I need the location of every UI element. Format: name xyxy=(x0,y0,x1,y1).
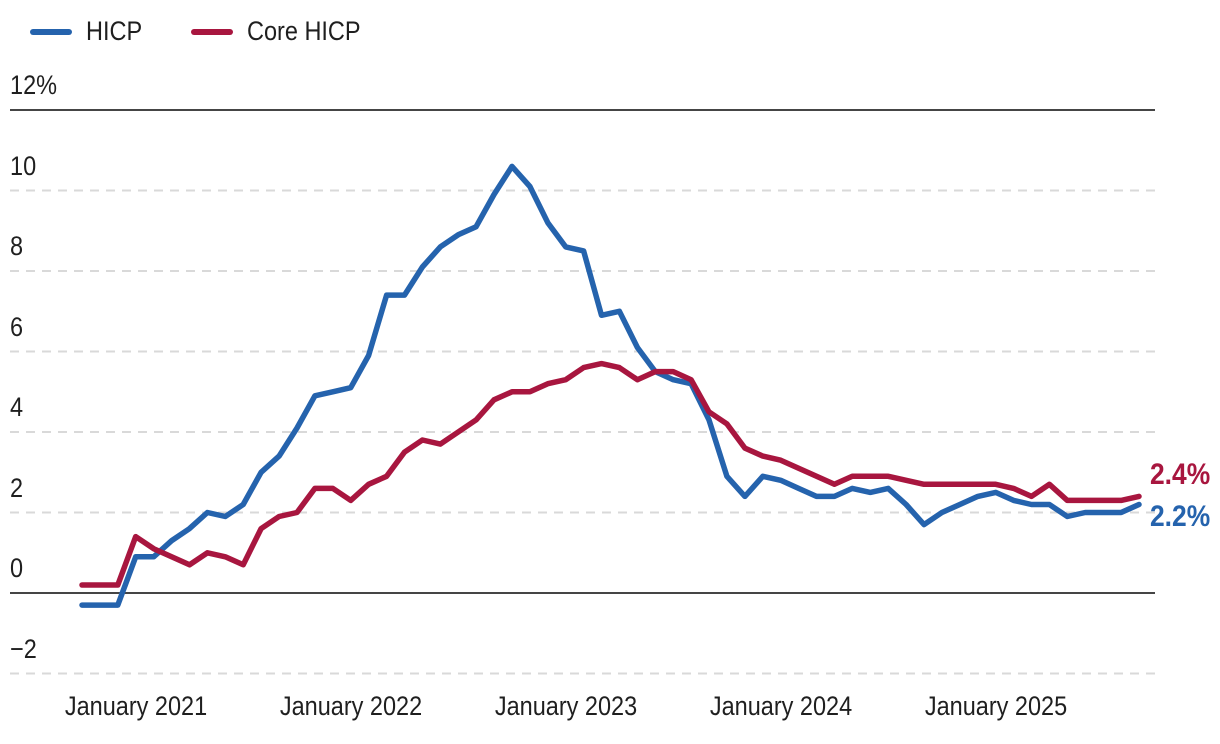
series-end-label-hicp: 2.2% xyxy=(1150,500,1211,533)
series-end-label-core-hicp: 2.4% xyxy=(1150,458,1211,491)
y-tick-label: 6 xyxy=(10,311,24,342)
legend-label-core-hicp: Core HICP xyxy=(246,16,361,46)
series-line-core-hicp xyxy=(79,360,1142,588)
x-tick-label: January 2022 xyxy=(279,691,422,721)
hicp-line-swatch-icon xyxy=(30,28,72,35)
x-tick-label: January 2023 xyxy=(494,691,637,721)
y-tick-label: −2 xyxy=(10,633,37,664)
legend-label-hicp: HICP xyxy=(86,16,143,46)
core-hicp-line-swatch-icon xyxy=(190,28,233,35)
y-tick-label: 12% xyxy=(10,70,58,100)
x-tick-label: January 2021 xyxy=(64,691,207,721)
y-tick-label: 8 xyxy=(10,231,24,261)
y-tick-label: 0 xyxy=(10,553,24,583)
legend: HICP Core HICP xyxy=(30,16,377,47)
x-tick-label: January 2024 xyxy=(709,691,852,721)
y-tick-label: 10 xyxy=(10,150,37,181)
legend-item-core-hicp: Core HICP xyxy=(190,16,378,47)
x-tick-label: January 2025 xyxy=(924,691,1067,721)
y-tick-label: 2 xyxy=(10,472,24,503)
series-line-hicp xyxy=(79,163,1142,608)
legend-item-hicp: HICP xyxy=(30,16,151,47)
y-tick-label: 4 xyxy=(10,392,24,422)
